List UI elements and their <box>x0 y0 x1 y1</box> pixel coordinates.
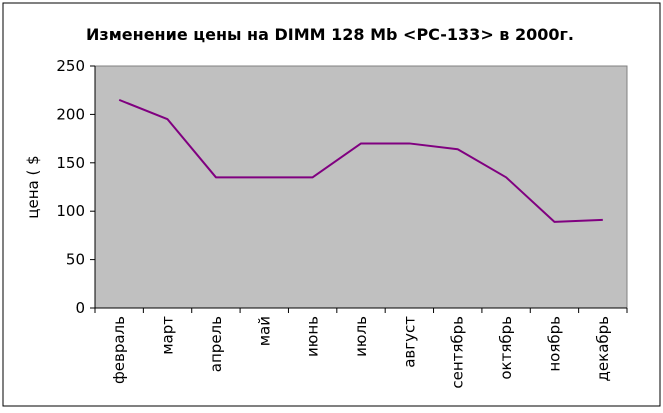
x-tick-label: июль <box>352 316 370 357</box>
plot-area <box>94 65 628 309</box>
x-tick-label: май <box>255 316 273 346</box>
y-tick-label: 0 <box>75 299 85 317</box>
y-tick-label: 250 <box>56 57 85 75</box>
x-tick-label: август <box>400 316 418 368</box>
x-tick-labels: февраль март апрель май июнь июль август сентяб… <box>110 316 612 389</box>
axes <box>90 65 628 313</box>
x-tick-label: декабрь <box>594 316 612 381</box>
chart-title: Изменение цены на DIMM 128 Mb <PC-133> в… <box>86 25 574 44</box>
x-tick-label: ноябрь <box>545 316 563 372</box>
x-tick-label: сентябрь <box>449 316 467 389</box>
x-tick-label: апрель <box>207 316 225 372</box>
series-layer <box>118 98 603 223</box>
x-tick-label: июнь <box>304 316 322 357</box>
x-tick-label: октябрь <box>497 316 515 380</box>
y-tick-label: 150 <box>56 154 85 172</box>
x-tick-label: февраль <box>110 316 128 384</box>
y-tick-label: 100 <box>56 202 85 220</box>
y-tick-label: 50 <box>66 251 85 269</box>
y-axis-title: цена ( $ <box>24 155 42 218</box>
y-tick-labels: 0 50 100 150 200 250 <box>56 57 85 317</box>
x-tick-label: март <box>159 316 177 355</box>
y-tick-label: 200 <box>56 105 85 123</box>
